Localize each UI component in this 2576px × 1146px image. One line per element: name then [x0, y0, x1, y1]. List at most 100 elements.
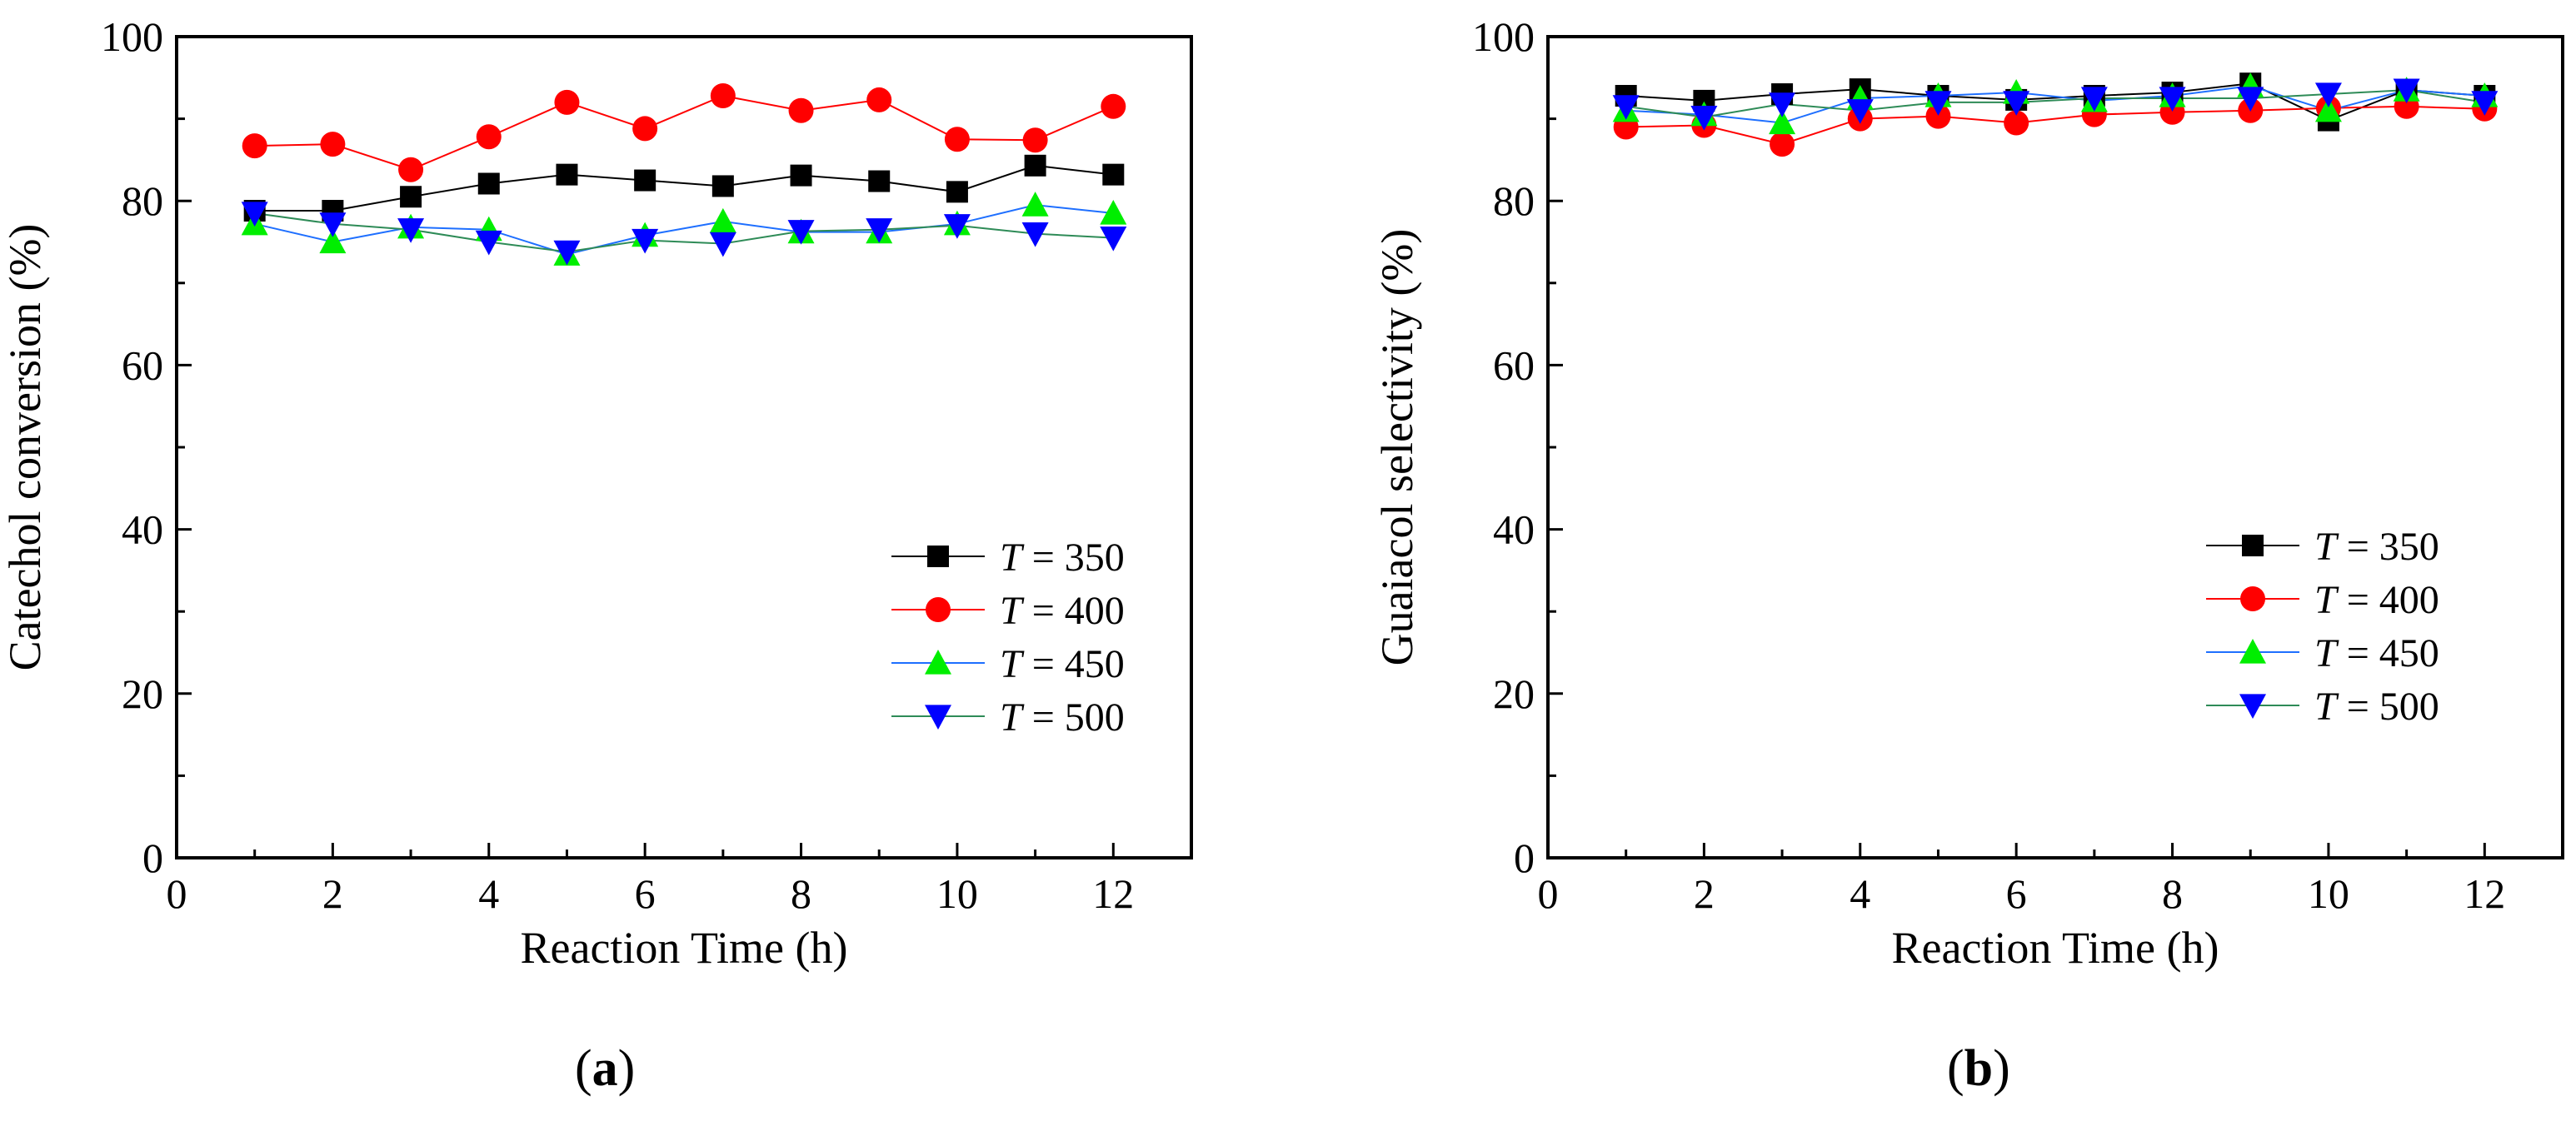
x-tick-label: 8 [2162, 870, 2183, 917]
chart-panel-a: 0 2 4 6 8 10 12 0 20 40 60 80 100 Reaction Time (h) Ca… [0, 13, 1193, 973]
x-tick-label: 0 [1538, 870, 1559, 917]
legend-marker-3 [2239, 694, 2266, 719]
x-tick-label: 10 [936, 870, 978, 917]
x-tick-label: 0 [167, 870, 187, 917]
y-tick-label: 100 [101, 13, 163, 60]
data-point-s1-11 [1101, 93, 1126, 119]
legend-marker-1 [926, 597, 951, 622]
y-tick-label: 40 [122, 506, 163, 553]
series-line-0 [254, 164, 1114, 212]
data-point-s1-2 [398, 157, 424, 182]
y-tick-label: 60 [122, 341, 163, 388]
data-point-s3-6 [2080, 87, 2108, 112]
data-point-s3-4 [1925, 91, 1952, 116]
data-point-s3-10 [2393, 78, 2420, 104]
data-point-s2-9 [2314, 97, 2342, 122]
y-tick-label: 80 [122, 177, 163, 224]
plot-frame [1546, 35, 2564, 860]
x-tick-label: 12 [2464, 870, 2505, 917]
legend-label-1: T = 400 [2314, 578, 2439, 622]
data-point-s3-1 [1690, 106, 1718, 131]
data-point-s2-11 [1100, 199, 1127, 225]
y-tick-label: 60 [1493, 341, 1535, 388]
data-point-s1-4 [1925, 103, 1951, 129]
legend-label-3: T = 500 [1000, 695, 1125, 740]
x-axis-label: Reaction Time (h) [1892, 923, 2219, 973]
data-point-s0-4 [556, 163, 578, 186]
y-tick-label: 20 [122, 670, 163, 717]
data-point-s3-8 [2237, 87, 2264, 112]
y-tick-label: 100 [1472, 13, 1535, 60]
data-point-s1-7 [788, 97, 814, 123]
data-point-s3-7 [787, 220, 815, 245]
legend-label-2: T = 450 [1000, 642, 1125, 686]
y-axis-label: Guaiacol selectivity (%) [1372, 229, 1422, 666]
series-line-1 [1625, 105, 2485, 146]
legend-marker-2 [925, 650, 951, 675]
y-tick-label: 80 [1493, 177, 1535, 224]
data-point-s3-2 [397, 218, 425, 243]
data-point-s0-11 [1102, 163, 1125, 186]
data-point-s1-1 [320, 132, 346, 157]
legend-label-2: T = 450 [2314, 631, 2439, 675]
data-point-s3-3 [1846, 99, 1874, 124]
data-point-s1-8 [866, 87, 892, 112]
legend-label-1: T = 400 [1000, 589, 1125, 633]
data-point-s2-10 [1021, 192, 1049, 217]
data-point-s3-11 [2471, 91, 2499, 116]
data-point-s1-9 [944, 127, 970, 152]
legend-marker-0 [2242, 535, 2264, 556]
data-point-s0-5 [634, 169, 656, 192]
y-axis-label: Catechol conversion (%) [0, 224, 50, 671]
series-line-2 [1625, 85, 2485, 124]
data-point-s0-3 [477, 172, 500, 195]
series-line-3 [1625, 89, 2485, 118]
data-point-s3-7 [2159, 87, 2186, 112]
legend-marker-0 [927, 546, 949, 567]
data-point-s3-3 [475, 230, 502, 256]
chart-panel-b: 0 2 4 6 8 10 12 0 20 40 60 80 100 Reaction Time (h) Gu… [1372, 13, 2564, 973]
y-tick-label: 20 [1493, 670, 1535, 717]
data-point-s1-2 [1770, 132, 1795, 157]
data-point-s3-0 [241, 202, 268, 227]
data-point-s0-8 [868, 170, 891, 192]
series-line-0 [1625, 82, 2485, 122]
data-point-s0-7 [790, 164, 812, 187]
y-tick-label: 0 [1514, 835, 1535, 881]
data-point-s1-4 [554, 89, 580, 115]
data-point-s3-1 [319, 212, 347, 237]
data-point-s1-6 [710, 82, 736, 108]
data-point-s1-3 [476, 124, 502, 150]
x-tick-label: 10 [2308, 870, 2349, 917]
data-point-s1-10 [1022, 127, 1048, 153]
x-tick-label: 6 [2006, 870, 2027, 917]
x-axis-label: Reaction Time (h) [521, 923, 848, 973]
data-point-s3-9 [943, 214, 971, 239]
data-point-s0-10 [1024, 154, 1046, 177]
y-tick-label: 40 [1493, 506, 1535, 553]
panel-label-b: (b) [1947, 1040, 2010, 1097]
x-tick-label: 6 [635, 870, 656, 917]
x-tick-label: 12 [1092, 870, 1134, 917]
legend-label-3: T = 500 [2314, 685, 2439, 729]
data-point-s3-2 [1769, 92, 1796, 117]
data-point-s3-10 [1021, 222, 1049, 247]
data-point-s2-6 [709, 207, 736, 233]
data-point-s0-9 [946, 181, 968, 203]
data-point-s1-5 [632, 116, 658, 142]
x-tick-label: 2 [1694, 870, 1715, 917]
legend-marker-2 [2239, 639, 2266, 664]
legend-marker-1 [2240, 586, 2265, 611]
data-point-s3-11 [1100, 226, 1127, 252]
data-point-s2-1 [319, 228, 347, 254]
data-point-s3-6 [709, 232, 736, 257]
panel-label-a: (a) [575, 1040, 636, 1097]
legend-marker-3 [925, 705, 951, 730]
series-line-1 [254, 94, 1114, 171]
series-line-3 [254, 212, 1114, 253]
y-tick-label: 0 [142, 835, 163, 881]
x-tick-label: 4 [478, 870, 499, 917]
data-point-s3-8 [866, 218, 893, 243]
data-point-s3-9 [2314, 82, 2342, 108]
